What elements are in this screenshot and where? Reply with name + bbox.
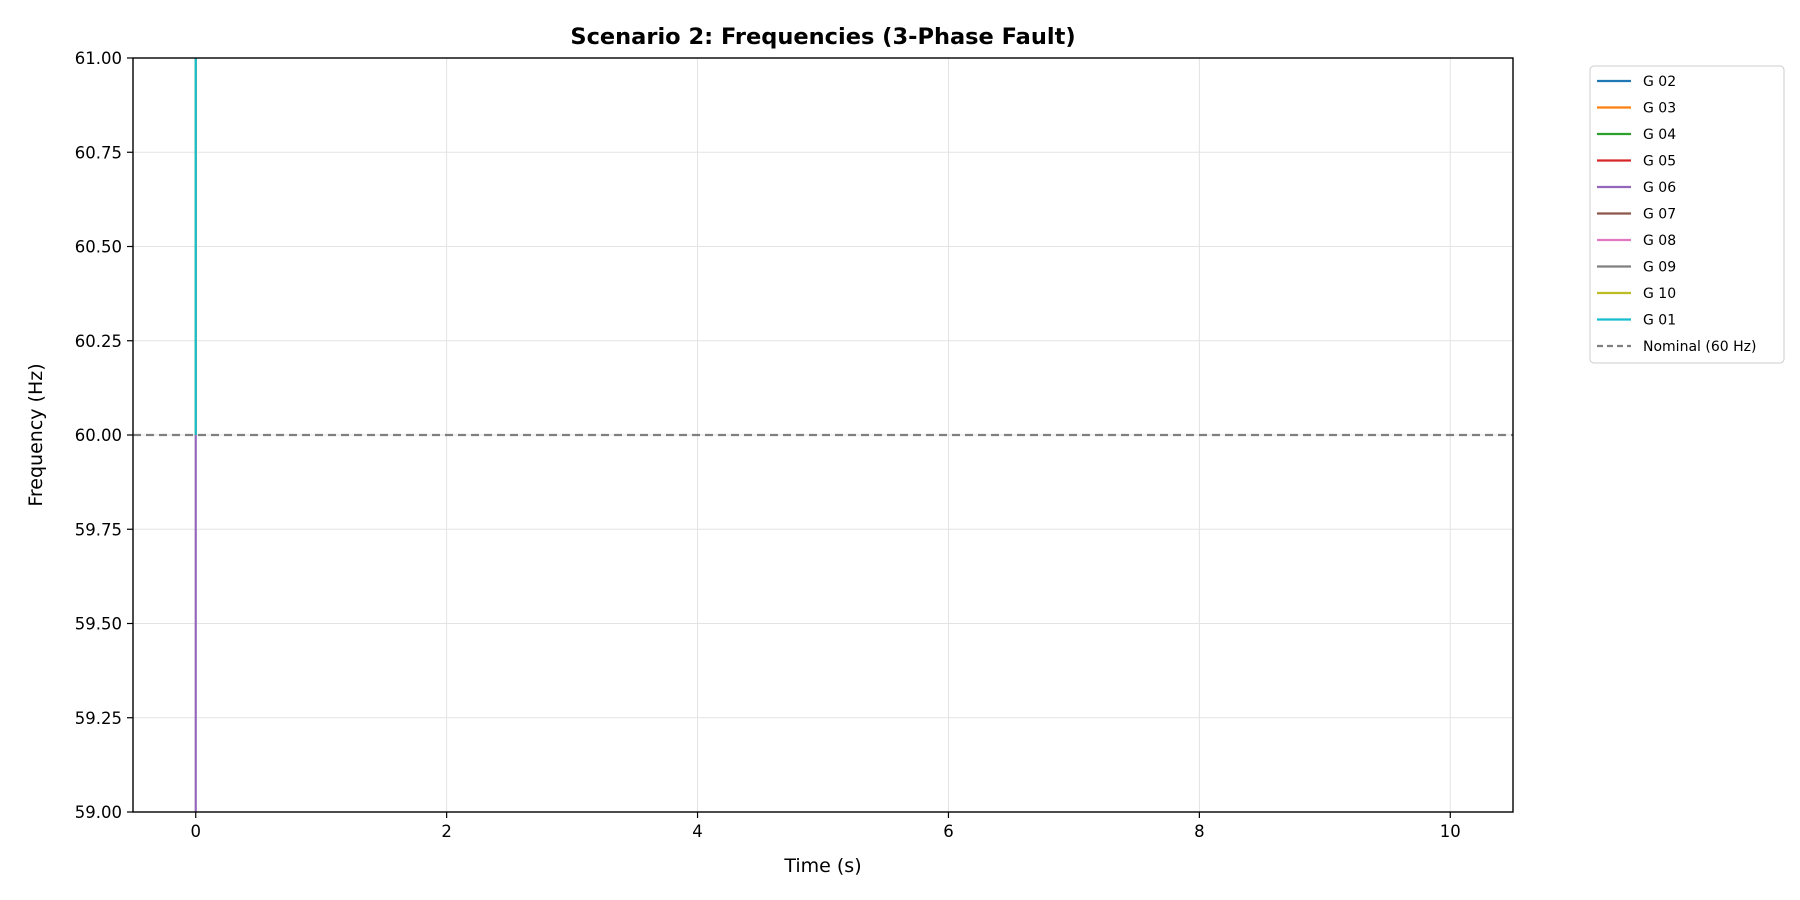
legend-entry-label: G 10: [1643, 286, 1676, 302]
y-tick-label: 59.25: [75, 709, 122, 728]
legend-entry-label: G 03: [1643, 101, 1676, 117]
legend-entry-label: G 07: [1643, 207, 1676, 223]
legend-box: [1589, 65, 1785, 364]
y-tick-label: 61.00: [75, 49, 122, 68]
y-tick-label: 60.25: [75, 332, 122, 351]
y-tick-label: 60.50: [75, 238, 122, 257]
y-tick-label: 60.75: [75, 143, 122, 162]
y-tick-label: 59.00: [75, 803, 122, 822]
x-tick-label: 0: [190, 822, 201, 841]
legend-entry-label: Nominal (60 Hz): [1643, 339, 1756, 355]
x-tick-label: 6: [943, 822, 954, 841]
legend-entry-label: G 06: [1643, 180, 1676, 196]
y-tick-label: 59.75: [75, 520, 122, 539]
legend: G 02 G 03 G 04 G 05 G 06 G 07 G 08 G 09 G 10 G 01…: [1589, 65, 1785, 364]
legend-entry-label: G 02: [1643, 74, 1676, 90]
y-axis-ticks: 59.00 59.25 59.50 59.75 60.00 60.25 60.50 60.75…: [75, 49, 133, 822]
x-tick-label: 10: [1440, 822, 1461, 841]
x-tick-label: 4: [692, 822, 703, 841]
legend-entry-label: G 04: [1643, 127, 1676, 143]
x-axis-label: Time (s): [783, 855, 861, 877]
y-tick-label: 59.50: [75, 615, 122, 634]
x-tick-label: 8: [1194, 822, 1205, 841]
x-axis-ticks: 0 2 4 6 8 10: [190, 812, 1461, 841]
x-tick-label: 2: [441, 822, 452, 841]
legend-entry-label: G 09: [1643, 260, 1676, 276]
y-tick-label: 60.00: [75, 426, 122, 445]
legend-entry-label: G 05: [1643, 154, 1676, 170]
y-axis-label: Frequency (Hz): [25, 363, 47, 506]
legend-entry-label: G 01: [1643, 313, 1676, 329]
legend-entry-label: G 08: [1643, 233, 1676, 249]
chart-title: Scenario 2: Frequencies (3-Phase Fault): [570, 24, 1075, 50]
